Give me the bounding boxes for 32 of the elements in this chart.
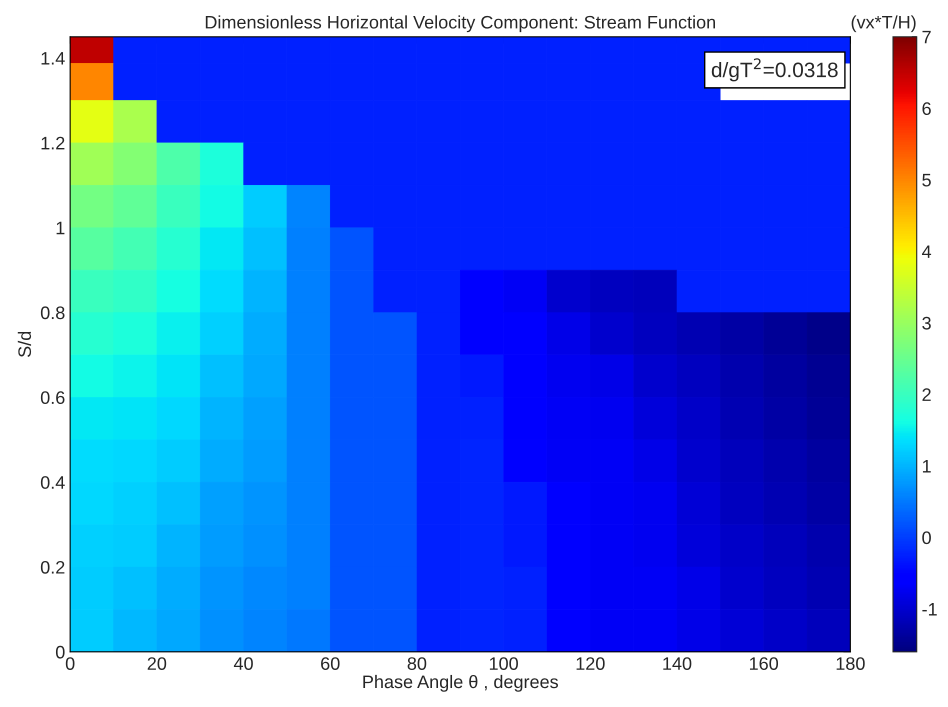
y-tick-label: 1 — [56, 222, 64, 234]
x-tick-label: 100 — [490, 657, 518, 670]
color-bar-label: -1 — [922, 603, 937, 616]
y-tick-label: 0 — [56, 646, 65, 659]
y-tick-label: 0.2 — [40, 560, 64, 574]
color-bar-label: 6 — [922, 102, 931, 116]
color-bar-label: 3 — [922, 316, 931, 330]
color-bar-label: 5 — [922, 174, 931, 187]
color-bar-label: 4 — [922, 245, 932, 258]
x-axis-title: Phase Angle θ , degrees — [363, 674, 558, 692]
x-tick-label: 60 — [321, 657, 340, 670]
x-tick-label: 80 — [408, 657, 426, 670]
color-bar-label: 0 — [922, 531, 931, 544]
x-tick-label: 160 — [750, 657, 778, 670]
y-tick-label: 1.4 — [42, 52, 65, 65]
x-tick-label: 40 — [234, 657, 253, 670]
y-tick-label: 0.8 — [40, 306, 65, 320]
chart-title: Dimensionless Horizontal Velocity Component: Stream Function — [206, 15, 715, 32]
y-axis-title: S/d — [18, 332, 32, 358]
annotation: d/gT$^{2}$=0.0318 — [712, 58, 838, 82]
y-tick-label: 0.4 — [40, 476, 65, 489]
x-tick-label: 0 — [66, 657, 74, 670]
x-tick-label: 120 — [576, 657, 605, 670]
x-tick-label: 20 — [148, 657, 166, 670]
color-bar-title: (vx*T/H) — [852, 15, 916, 32]
y-tick-label: 1.2 — [42, 136, 64, 150]
color-bar-label: 7 — [922, 30, 931, 44]
color-bar-label: 2 — [922, 388, 931, 401]
y-tick-label: 0.6 — [40, 391, 64, 404]
x-tick-label: 180 — [836, 657, 865, 670]
x-tick-label: 140 — [663, 657, 692, 670]
color-bar-label: 1 — [922, 460, 931, 472]
